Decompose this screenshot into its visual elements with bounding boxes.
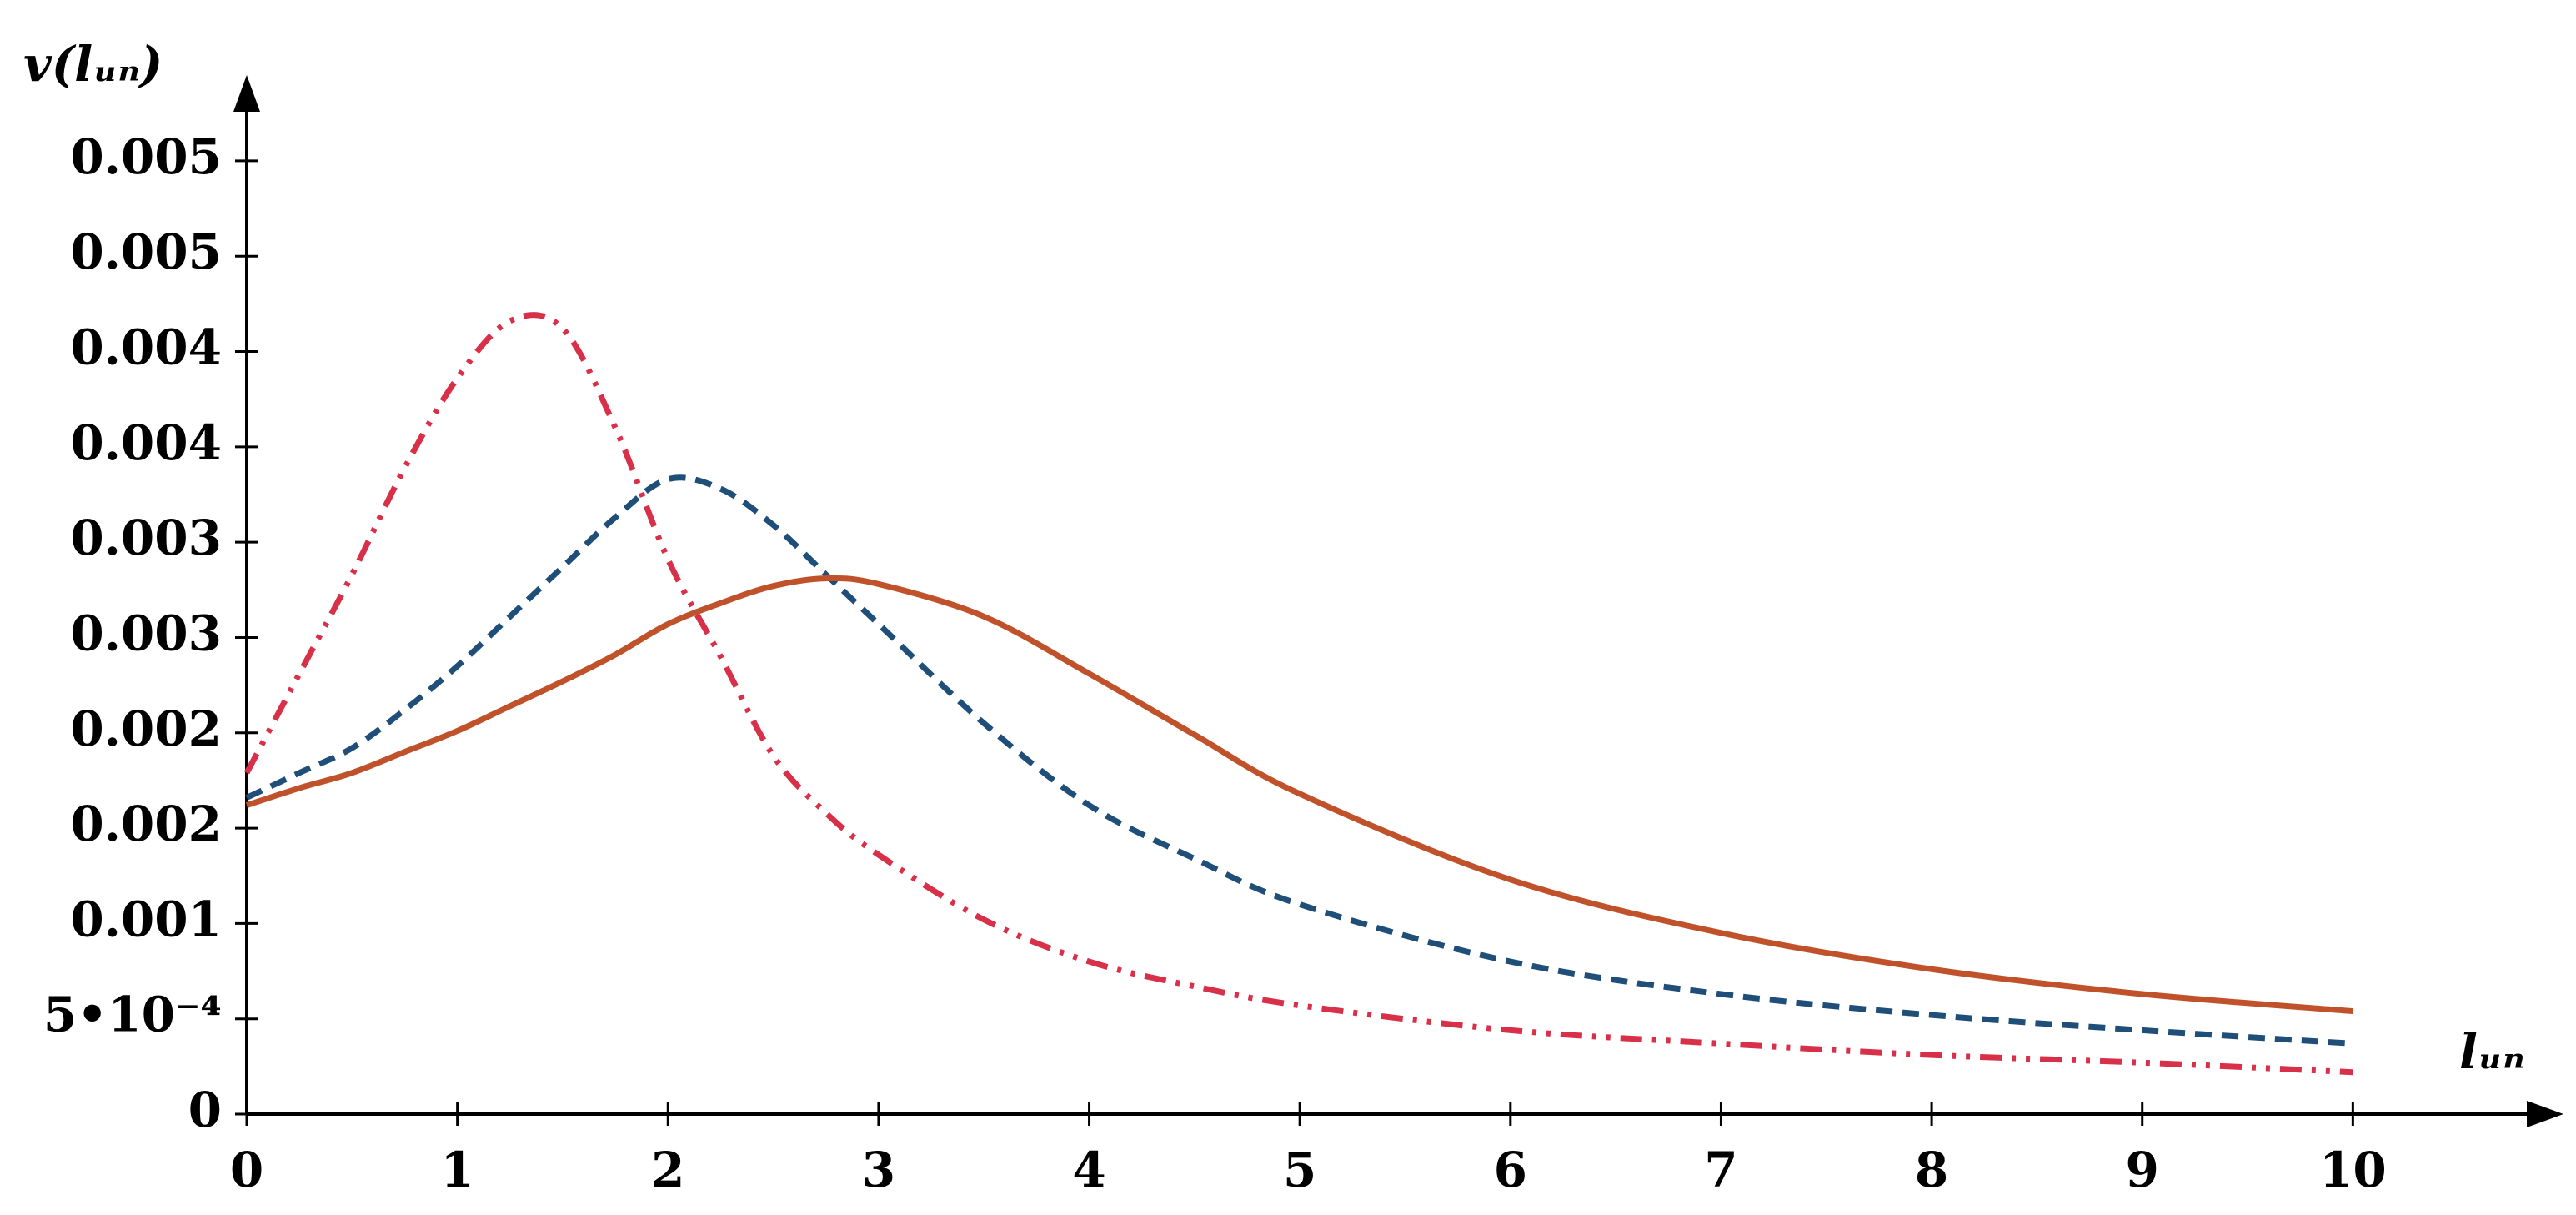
x-tick-label: 3 bbox=[862, 1142, 895, 1198]
x-tick-label: 2 bbox=[651, 1142, 684, 1198]
y-tick-label: 0.002 bbox=[70, 796, 222, 852]
y-tick-label: 0.004 bbox=[70, 414, 222, 471]
y-tick-label: 0.005 bbox=[70, 223, 222, 280]
x-tick-label: 10 bbox=[2319, 1142, 2387, 1198]
line-series bbox=[245, 474, 2353, 1047]
x-tick-label: 5 bbox=[1283, 1142, 1316, 1198]
y-tick-label: 0.005 bbox=[70, 128, 222, 185]
x-axis-label: lᵤₙ bbox=[2459, 1023, 2525, 1080]
y-tick-label: 5•10⁻⁴ bbox=[43, 987, 222, 1043]
line-series bbox=[243, 312, 2353, 1076]
y-tick-label: 0.001 bbox=[70, 891, 222, 947]
y-tick-label: 0.003 bbox=[70, 605, 222, 661]
y-axis-label: v(lᵤₙ) bbox=[23, 36, 163, 93]
x-tick-label: 8 bbox=[1915, 1142, 1948, 1198]
x-axis-arrow bbox=[2527, 1101, 2563, 1127]
y-tick-label: 0 bbox=[188, 1082, 222, 1138]
x-tick-label: 7 bbox=[1704, 1142, 1737, 1198]
y-tick-label: 0.003 bbox=[70, 510, 222, 566]
x-tick-label: 1 bbox=[440, 1142, 474, 1198]
y-axis-arrow bbox=[233, 75, 260, 112]
y-tick-label: 0.002 bbox=[70, 700, 222, 757]
y-tick-label: 0.004 bbox=[70, 319, 222, 376]
x-tick-label: 0 bbox=[230, 1142, 263, 1198]
x-tick-label: 4 bbox=[1072, 1142, 1105, 1198]
x-tick-label: 6 bbox=[1494, 1142, 1527, 1198]
line-series bbox=[245, 575, 2353, 1015]
x-tick-label: 9 bbox=[2126, 1142, 2159, 1198]
